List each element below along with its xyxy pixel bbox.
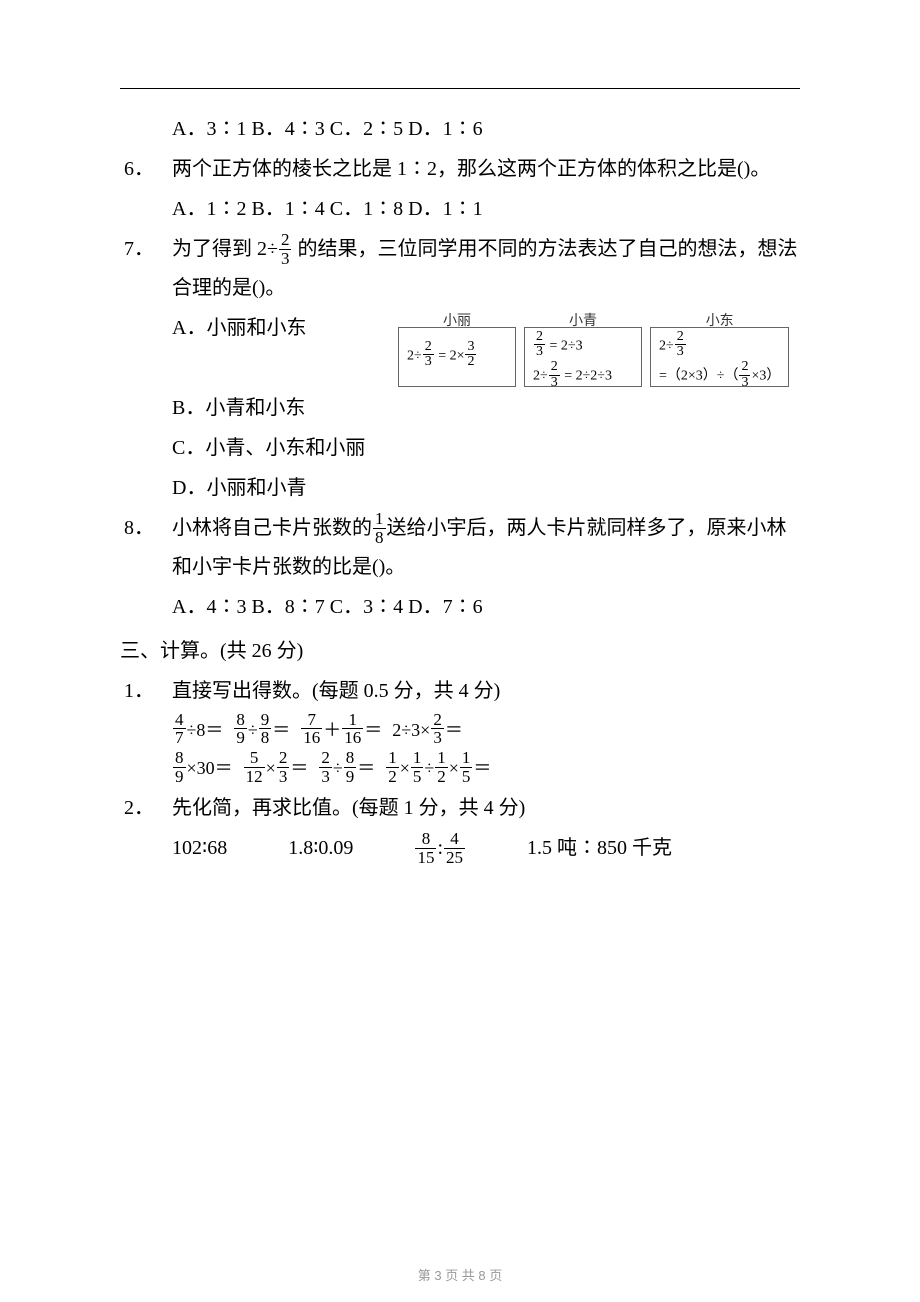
q8-answers: A．4∶3 B．8∶7 C．3∶4 D．7∶6 (120, 588, 800, 626)
q7-text-a: 为了得到 2÷ (172, 238, 278, 260)
box-li-wrap: 小丽 2÷23 = 2×32 (398, 309, 516, 387)
q6: 6． 两个正方体的棱长之比是 1∶2，那么这两个正方体的体积之比是()。 (120, 150, 800, 188)
box-dong-title: 小东 (650, 309, 789, 336)
q6-num: 6． (120, 150, 172, 188)
box-li-title: 小丽 (398, 309, 516, 336)
c1: 47÷8＝ (172, 712, 223, 749)
box-dong-wrap: 小东 2÷23 =（2×3）÷（23×3） (650, 309, 789, 387)
q6-text: 两个正方体的棱长之比是 1∶2，那么这两个正方体的体积之比是()。 (172, 150, 800, 188)
sec3-2-num: 2． (120, 789, 172, 827)
sec3-1-title: 直接写出得数。(每题 0.5 分，共 4 分) (172, 672, 800, 710)
sec3-2-title: 先化简，再求比值。(每题 1 分，共 4 分) (172, 789, 800, 827)
q6-answers: A．1∶2 B．1∶4 C．1∶8 D．1∶1 (120, 190, 800, 228)
c7: 23÷89＝ (318, 750, 375, 787)
c6: 512×23＝ (243, 750, 309, 787)
c2: 89÷98＝ (233, 712, 290, 749)
box-li-eq: 2÷23 = 2×32 (407, 341, 477, 371)
q7-text: 为了得到 2÷23 的结果，三位同学用不同的方法表达了自己的想法，想法合理的是(… (172, 230, 800, 307)
q7: 7． 为了得到 2÷23 的结果，三位同学用不同的方法表达了自己的想法，想法合理… (120, 230, 800, 307)
ratio-4: 1.5 吨∶850 千克 (527, 829, 672, 867)
q8-text-a: 小林将自己卡片张数的 (172, 517, 372, 539)
frac-2-3: 23 (279, 231, 292, 268)
q7-opt-d: D．小丽和小青 (120, 469, 800, 507)
c8: 12×15÷12×15＝ (385, 750, 491, 787)
calc-line-2: 89×30＝ 512×23＝ 23÷89＝ 12×15÷12×15＝ (172, 750, 800, 787)
c3: 716＋116＝ (300, 712, 382, 749)
box-li: 2÷23 = 2×32 (398, 327, 516, 387)
q7-opt-a: A．小丽和小东 (172, 309, 392, 347)
q7-boxes: 小丽 2÷23 = 2×32 小青 23 = 2÷3 2÷23 = 2÷2÷3 … (398, 309, 789, 387)
section-3: 三、计算。(共 26 分) (120, 632, 800, 670)
top-rule (120, 88, 800, 89)
sec3-1-num: 1． (120, 672, 172, 710)
calc-block-1: 47÷8＝ 89÷98＝ 716＋116＝ 2÷3×23＝ 89×30＝ 512… (120, 712, 800, 787)
q8: 8． 小林将自己卡片张数的18送给小宇后，两人卡片就同样多了，原来小林和小宇卡片… (120, 509, 800, 586)
q7-opt-b: B．小青和小东 (120, 389, 800, 427)
frac-1-8: 18 (373, 510, 386, 547)
box-dong: 2÷23 =（2×3）÷（23×3） (650, 327, 789, 387)
c4: 2÷3×23＝ (392, 712, 463, 749)
c5: 89×30＝ (172, 750, 233, 787)
ratio-3: 815:425 (414, 829, 466, 868)
page-footer: 第 3 页 共 8 页 (0, 1265, 920, 1284)
page: A．3∶1 B．4∶3 C．2∶5 D．1∶6 6． 两个正方体的棱长之比是 1… (0, 0, 920, 1302)
box-qing-wrap: 小青 23 = 2÷3 2÷23 = 2÷2÷3 (524, 309, 642, 387)
q5-answers: A．3∶1 B．4∶3 C．2∶5 D．1∶6 (120, 110, 800, 148)
box-dong-l2: =（2×3）÷（23×3） (659, 361, 780, 391)
content: A．3∶1 B．4∶3 C．2∶5 D．1∶6 6． 两个正方体的棱长之比是 1… (120, 110, 800, 868)
q8-num: 8． (120, 509, 172, 547)
calc-line-1: 47÷8＝ 89÷98＝ 716＋116＝ 2÷3×23＝ (172, 712, 800, 749)
box-qing-l2: 2÷23 = 2÷2÷3 (533, 361, 633, 391)
sec3-1: 1． 直接写出得数。(每题 0.5 分，共 4 分) (120, 672, 800, 710)
ratio-1: 102∶68 (172, 829, 227, 867)
q7-opt-c: C．小青、小东和小丽 (120, 429, 800, 467)
sec3-2: 2． 先化简，再求比值。(每题 1 分，共 4 分) (120, 789, 800, 827)
ratio-2: 1.8∶0.09 (288, 829, 353, 867)
ratio-line: 102∶68 1.8∶0.09 815:425 1.5 吨∶850 千克 (120, 829, 800, 868)
q8-text: 小林将自己卡片张数的18送给小宇后，两人卡片就同样多了，原来小林和小宇卡片张数的… (172, 509, 800, 586)
box-qing: 23 = 2÷3 2÷23 = 2÷2÷3 (524, 327, 642, 387)
q7-num: 7． (120, 230, 172, 268)
q7-row-a: A．小丽和小东 小丽 2÷23 = 2×32 小青 23 = 2÷3 2÷23 … (120, 309, 800, 387)
